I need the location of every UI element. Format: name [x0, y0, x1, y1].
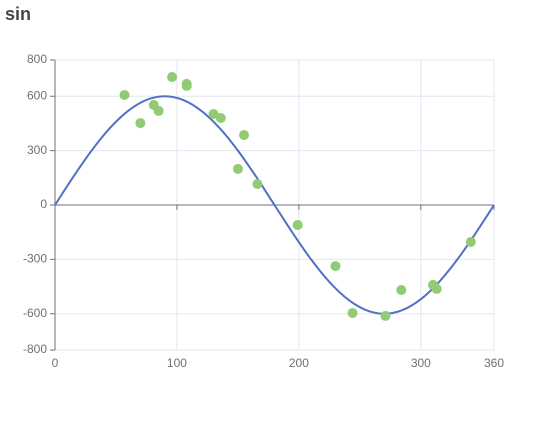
scatter-point — [232, 163, 243, 174]
scatter-point — [239, 130, 250, 141]
scatter-point — [330, 261, 341, 272]
y-tick-label: 800 — [27, 52, 47, 66]
y-tick-label: 0 — [40, 197, 47, 211]
y-tick-label: -800 — [23, 342, 47, 356]
scatter-point — [396, 285, 407, 296]
x-tick-label: 360 — [484, 356, 504, 370]
y-tick-label: -300 — [23, 252, 47, 266]
scatter-point — [380, 310, 391, 321]
scatter-point — [431, 283, 442, 294]
scatter-point — [181, 80, 192, 91]
scatter-point — [347, 308, 358, 319]
chart-title: sin — [5, 4, 31, 24]
scatter-point — [119, 89, 130, 100]
y-tick-label: -600 — [23, 306, 47, 320]
scatter-point — [465, 236, 476, 247]
scatter-point — [153, 105, 164, 116]
sine-line — [54, 95, 495, 315]
scatter-point — [292, 219, 303, 230]
scatter-point — [208, 109, 219, 120]
y-tick-label: 600 — [27, 88, 47, 102]
x-tick-label: 300 — [411, 356, 431, 370]
scatter-point — [215, 113, 226, 123]
scatter-point — [135, 118, 146, 129]
y-tick-label: 300 — [27, 143, 47, 157]
x-tick-label: 0 — [52, 356, 59, 370]
x-tick-label: 100 — [167, 356, 187, 370]
x-tick-label: 200 — [289, 356, 309, 370]
scatter-point — [167, 72, 178, 83]
scatter-point — [252, 178, 263, 189]
